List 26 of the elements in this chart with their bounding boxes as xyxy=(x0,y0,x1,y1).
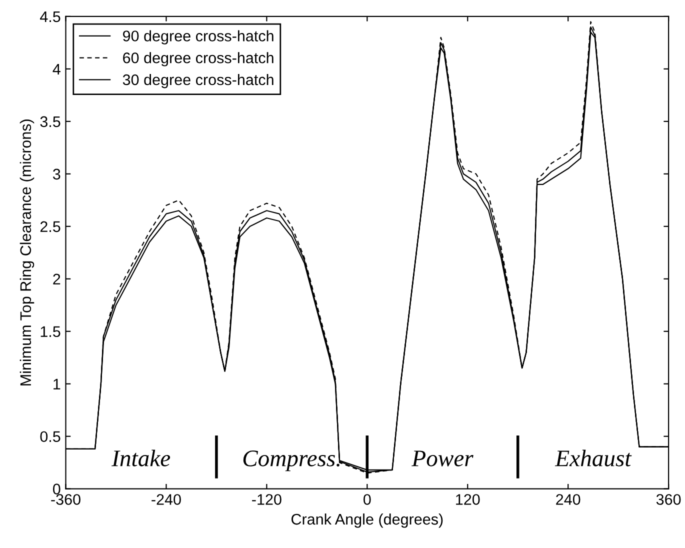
x-tick-label: 0 xyxy=(364,494,371,505)
x-tick-label: 240 xyxy=(556,494,580,505)
y-tick-label: 0.5 xyxy=(40,431,60,442)
y-tick-label: 2.5 xyxy=(40,221,60,232)
y-axis-title: Minimum Top Ring Clearance (microns) xyxy=(20,120,34,386)
y-tick-label: 3 xyxy=(52,168,60,180)
annotation: Intake xyxy=(112,450,170,466)
annotation: Compress. xyxy=(243,450,340,472)
y-tick-label: 3.5 xyxy=(40,116,60,128)
x-tick-label: -240 xyxy=(152,494,181,505)
x-tick-label: 120 xyxy=(456,494,480,505)
x-axis-title: Crank Angle (degrees) xyxy=(292,513,443,528)
y-tick-label: 1 xyxy=(54,378,60,390)
x-tick-label: 360 xyxy=(656,494,681,505)
y-tick-label: 2 xyxy=(53,274,60,284)
x-tick-label: -360 xyxy=(51,494,80,505)
y-tick-label: 0 xyxy=(53,484,60,494)
legend-label: 60 degree cross-hatch xyxy=(123,52,274,66)
y-tick-label: 4.5 xyxy=(40,11,60,22)
y-tick-label: 4 xyxy=(52,64,60,74)
x-tick-label: -120 xyxy=(252,494,282,505)
legend-label: 30 degree cross-hatch xyxy=(122,74,274,88)
legend-label: 90 degree cross-hatch xyxy=(123,30,274,44)
annotation: Exhaust xyxy=(554,450,632,466)
y-tick-label: 1.5 xyxy=(40,326,60,338)
annotation: Power xyxy=(412,450,474,466)
